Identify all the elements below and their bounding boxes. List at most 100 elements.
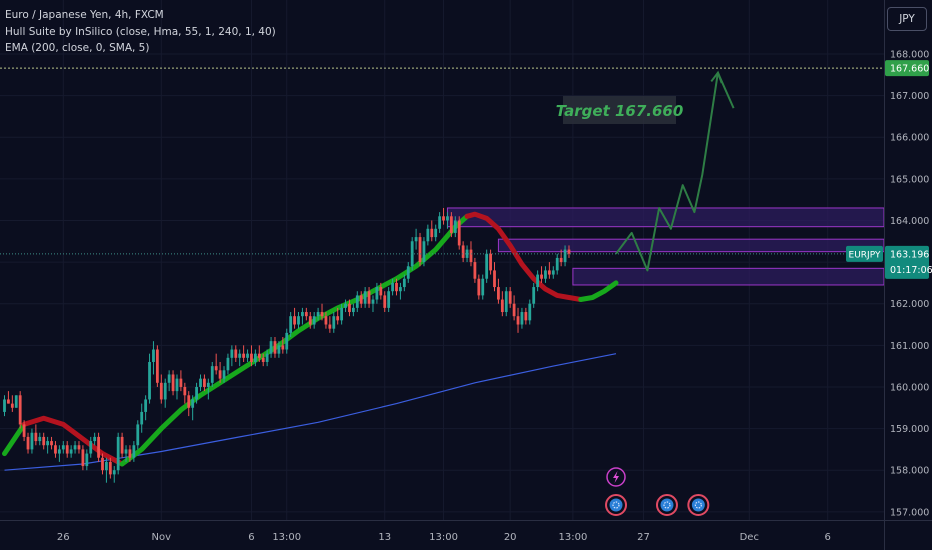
candle — [183, 382, 187, 404]
candle — [199, 374, 202, 392]
candle — [187, 391, 191, 417]
candle — [159, 374, 163, 404]
candle — [148, 353, 151, 404]
candle — [210, 361, 214, 387]
candle — [226, 353, 230, 375]
earnings-disc — [609, 498, 623, 512]
earnings-event-icon[interactable] — [655, 494, 678, 516]
candle — [544, 266, 547, 283]
candle-body — [85, 453, 89, 467]
candle — [77, 441, 81, 454]
candle — [3, 395, 6, 417]
candle — [10, 395, 14, 412]
candle-body — [473, 262, 477, 279]
target-price-tag — [885, 60, 929, 77]
candle — [203, 374, 206, 392]
candle-body — [508, 291, 512, 304]
candle — [332, 312, 336, 333]
candle-body — [438, 216, 442, 229]
candle-body — [540, 274, 543, 279]
candle-body — [81, 449, 85, 467]
candle — [101, 453, 104, 475]
candle — [269, 337, 273, 358]
earnings-event-icon[interactable] — [605, 494, 628, 516]
candle-body — [399, 287, 402, 292]
candles — [3, 207, 571, 483]
price-tick-label: 159.000 — [890, 424, 929, 435]
candle — [520, 307, 524, 329]
candle-body — [148, 361, 151, 400]
candle — [524, 307, 528, 325]
arrow-head — [710, 70, 723, 84]
candle — [175, 374, 179, 400]
candle-body — [50, 441, 53, 446]
currency-button[interactable]: JPY — [887, 7, 927, 31]
candle-body — [206, 382, 210, 387]
candle — [387, 287, 391, 313]
hull-segment-down — [21, 415, 125, 467]
candle-body — [230, 349, 234, 358]
hull-indicator-label[interactable]: Hull Suite by InSilico (close, Hma, 55, … — [5, 25, 276, 38]
candle — [222, 366, 226, 383]
candle — [218, 361, 222, 383]
candle — [257, 345, 261, 362]
candle — [465, 245, 469, 263]
candle-body — [497, 287, 500, 300]
earnings-event-icon[interactable] — [687, 494, 710, 516]
candle-body — [155, 349, 159, 383]
candle — [54, 441, 57, 458]
candle-body — [238, 353, 242, 358]
candle-body — [144, 399, 148, 412]
zone-box — [497, 238, 885, 253]
time-tick-label: 20 — [504, 532, 517, 543]
candle — [367, 287, 371, 308]
candle — [230, 345, 234, 367]
candle — [273, 337, 277, 358]
candle — [308, 312, 312, 329]
candle — [108, 457, 112, 479]
candle-body — [124, 449, 128, 454]
candle-body — [281, 345, 285, 350]
candle-body — [136, 424, 140, 446]
candle — [328, 316, 332, 333]
time-tick-label: 13:00 — [558, 532, 587, 543]
time-tick-label: 6 — [248, 532, 254, 543]
candle-body — [489, 253, 492, 271]
candle-body — [54, 445, 57, 454]
ema-indicator-label[interactable]: EMA (200, close, 0, SMA, 5) — [5, 42, 150, 54]
candle-body — [159, 382, 163, 400]
candle-body — [112, 470, 116, 475]
price-tick-label: 166.000 — [890, 133, 929, 144]
symbol-title[interactable]: Euro / Japanese Yen, 4h, FXCM — [5, 9, 164, 21]
candle — [446, 212, 449, 229]
lightning-icon — [613, 471, 620, 483]
candle — [379, 282, 383, 300]
lightning-event-icon[interactable] — [606, 467, 626, 487]
price-tick-label: 157.000 — [890, 507, 929, 518]
candle-body — [555, 257, 559, 271]
candle-body — [105, 461, 108, 471]
candle — [85, 449, 89, 471]
earnings-symbol — [663, 501, 671, 509]
candle — [30, 428, 34, 454]
candle — [449, 212, 453, 238]
candle — [124, 445, 128, 462]
candle — [26, 432, 30, 454]
candle-body — [226, 357, 230, 371]
candle — [434, 224, 438, 242]
candle-body — [481, 278, 485, 296]
time-tick-label: Nov — [152, 532, 172, 543]
time-tick-label: 13 — [378, 532, 391, 543]
earnings-disc — [691, 498, 705, 512]
candle — [504, 287, 508, 317]
candle — [355, 291, 359, 313]
price-axis[interactable]: 157.000 158.000 159.000 160.000 161.000 162.0… — [846, 0, 932, 550]
time-tick-label: Dec — [740, 532, 759, 543]
time-axis[interactable]: 26 Nov 6 13:00 13 13:00 20 13:00 27 Dec 6 — [0, 520, 932, 550]
candle — [97, 432, 100, 462]
candle-body — [183, 386, 187, 396]
candle-body — [469, 249, 473, 263]
candle — [195, 382, 198, 404]
